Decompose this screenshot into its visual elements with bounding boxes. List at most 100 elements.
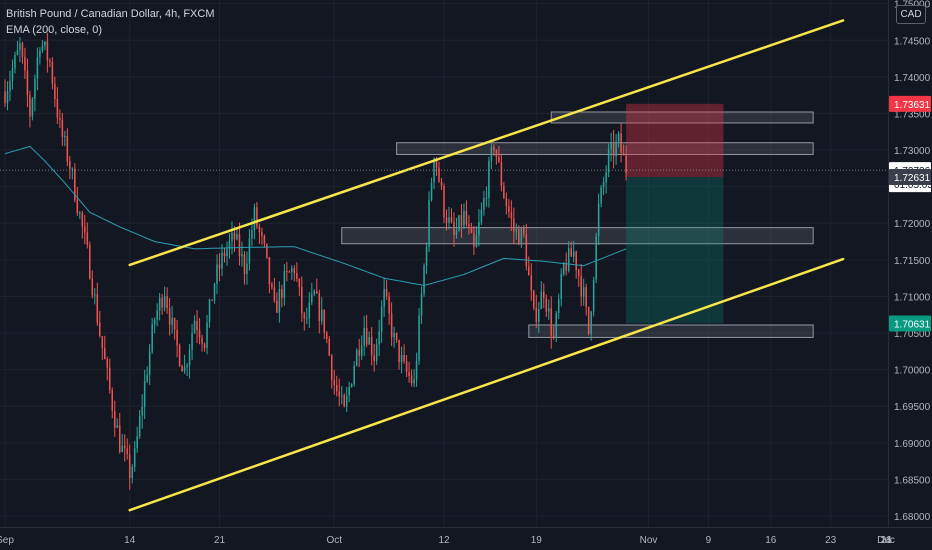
candle-up xyxy=(355,349,358,366)
candle-up xyxy=(478,222,480,236)
candlestick-series xyxy=(4,32,627,490)
candle-up xyxy=(31,99,34,117)
stop-price-tag: 1.73631 xyxy=(889,95,931,112)
candle-up xyxy=(236,234,238,240)
candle-down xyxy=(533,290,535,308)
price-axis-background xyxy=(888,0,932,550)
candle-down xyxy=(622,152,625,156)
candle-up xyxy=(348,386,350,396)
price-axis[interactable]: 1.68000 1.68500 1.69000 1.69500 1.70000 1.705… xyxy=(888,0,932,550)
supply-demand-zones[interactable] xyxy=(341,111,814,338)
time-tick-label: 21 xyxy=(880,535,892,546)
candle-down xyxy=(59,117,61,120)
short-position-tool[interactable] xyxy=(626,103,724,324)
candle-down xyxy=(513,218,515,232)
candle-down xyxy=(111,390,114,411)
entry-price-tag: 1.72631 xyxy=(889,169,931,186)
candle-down xyxy=(370,337,373,356)
time-tick-label: 9 xyxy=(706,535,712,546)
candle-up xyxy=(186,365,188,368)
candle-down xyxy=(585,287,587,307)
candle-down xyxy=(81,212,84,227)
candle-down xyxy=(301,286,303,314)
candle-down xyxy=(335,385,338,392)
candle-down xyxy=(435,158,438,168)
candle-up xyxy=(163,296,166,308)
candle-up xyxy=(136,436,138,449)
currency-badge[interactable]: CAD xyxy=(896,5,926,24)
candle-up xyxy=(116,425,119,428)
upper-channel-trendline[interactable] xyxy=(128,19,845,267)
candle-up xyxy=(221,252,223,269)
target-price-tag-background xyxy=(889,315,931,332)
candle-down xyxy=(51,61,54,84)
candle-down xyxy=(96,294,99,323)
price-zone-rect[interactable] xyxy=(528,324,814,338)
candle-up xyxy=(206,322,208,349)
price-zone-rect[interactable] xyxy=(396,142,814,155)
candle-down xyxy=(261,232,263,236)
candle-up xyxy=(36,57,39,79)
target-price-tag: 1.70631 xyxy=(889,315,931,332)
candle-up xyxy=(143,381,146,407)
price-tick-label: 1.72000 xyxy=(894,219,931,230)
candle-down xyxy=(620,133,622,153)
candle-up xyxy=(216,264,218,284)
candle-down xyxy=(528,266,530,276)
candle-down xyxy=(570,248,572,257)
candle-down xyxy=(453,221,455,235)
candle-down xyxy=(530,275,533,291)
candle-up xyxy=(188,350,191,366)
candle-down xyxy=(525,233,528,267)
candle-down xyxy=(328,338,331,356)
candle-up xyxy=(520,228,523,245)
candle-down xyxy=(518,228,520,245)
time-tick-label: Oct xyxy=(326,535,342,546)
candle-down xyxy=(575,251,577,271)
candle-up xyxy=(193,320,196,334)
candle-down xyxy=(565,263,567,271)
candle-up xyxy=(121,445,123,452)
time-tick-label: 16 xyxy=(765,535,777,546)
candle-down xyxy=(181,365,183,372)
candle-down xyxy=(89,244,91,279)
price-zone-rect[interactable] xyxy=(341,227,814,245)
candle-down xyxy=(286,271,288,273)
candle-up xyxy=(602,181,605,188)
price-tick-label: 1.69000 xyxy=(894,439,931,450)
candle-up xyxy=(485,197,488,199)
candle-down xyxy=(173,317,176,330)
price-zone-rect[interactable] xyxy=(550,111,814,124)
candle-down xyxy=(161,297,163,308)
candle-down xyxy=(552,335,555,338)
candle-up xyxy=(41,45,44,51)
candle-down xyxy=(54,83,56,100)
candle-down xyxy=(118,425,121,452)
candle-down xyxy=(203,343,206,349)
candle-down xyxy=(103,347,106,360)
candle-down xyxy=(323,309,326,333)
candle-down xyxy=(108,367,111,391)
candle-up xyxy=(94,294,96,296)
candle-up xyxy=(6,90,9,104)
channel-trendlines[interactable] xyxy=(128,19,845,512)
candle-up xyxy=(246,263,248,275)
candle-up xyxy=(363,328,365,346)
time-axis[interactable]: Sep1421Oct1219Nov91623Dec1421 xyxy=(0,527,932,550)
candle-up xyxy=(375,344,378,361)
candle-up xyxy=(291,268,293,273)
candle-up xyxy=(14,54,16,69)
symbol-title[interactable]: British Pound / Canadian Dollar, 4h, FXC… xyxy=(6,8,215,20)
candle-down xyxy=(281,289,283,298)
candle-down xyxy=(276,300,278,313)
lower-channel-trendline[interactable] xyxy=(128,257,845,512)
target-price-tag-text: 1.70631 xyxy=(894,319,931,330)
price-tick-label: 1.74500 xyxy=(894,36,931,47)
candle-down xyxy=(358,349,360,356)
candle-down xyxy=(296,272,298,279)
indicator-label[interactable]: EMA (200, close, 0) xyxy=(6,24,102,36)
candle-up xyxy=(428,199,430,247)
candle-down xyxy=(580,275,582,297)
candle-down xyxy=(288,271,291,273)
